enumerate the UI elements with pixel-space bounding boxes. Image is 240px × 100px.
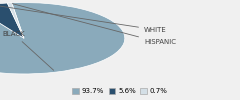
- Text: HISPANIC: HISPANIC: [12, 4, 176, 46]
- Text: BLACK: BLACK: [2, 31, 54, 70]
- Legend: 93.7%, 5.6%, 0.7%: 93.7%, 5.6%, 0.7%: [69, 85, 171, 97]
- Wedge shape: [7, 3, 24, 38]
- Wedge shape: [0, 3, 24, 38]
- Text: WHITE: WHITE: [0, 5, 167, 33]
- Wedge shape: [0, 3, 125, 74]
